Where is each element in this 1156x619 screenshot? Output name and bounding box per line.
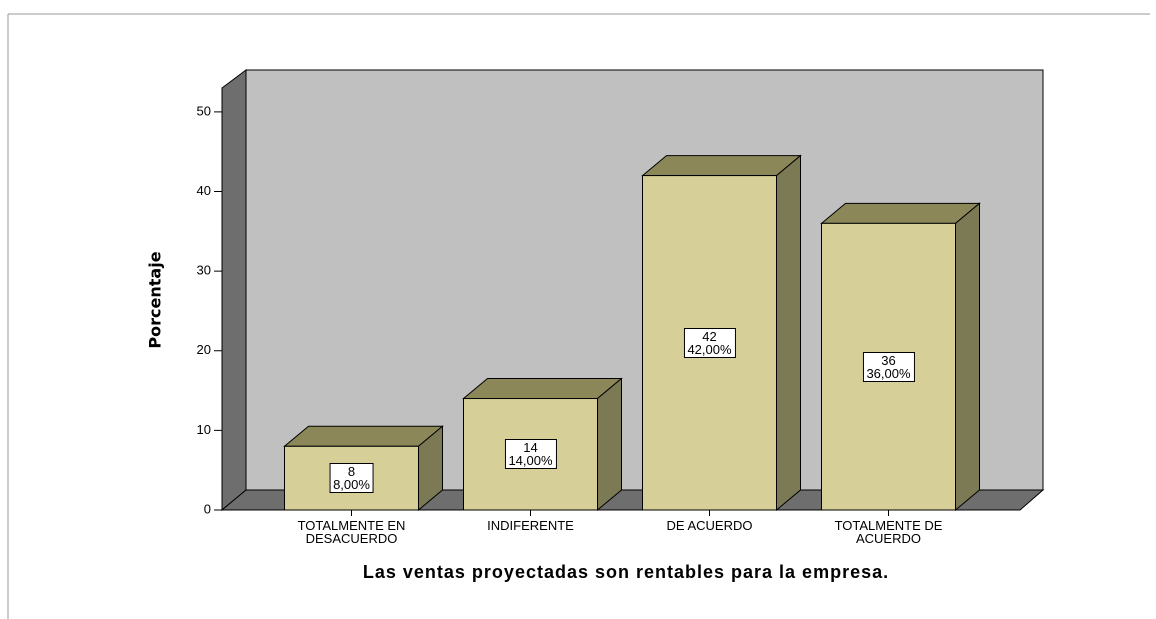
y-tick-label: 20 <box>197 342 211 357</box>
y-tick-label: 50 <box>197 103 211 118</box>
y-tick-label: 0 <box>204 501 211 516</box>
data-label: 8 8,00% <box>329 463 374 494</box>
data-label: 14 14,00% <box>504 439 557 470</box>
y-tick-label: 40 <box>197 183 211 198</box>
x-tick-label: DE ACUERDO <box>666 518 753 533</box>
bar-side <box>955 202 980 512</box>
data-label: 36 36,00% <box>862 351 915 382</box>
y-axis-label: Porcentaje <box>145 251 165 349</box>
x-tick-label: TOTALMENTE EN DESACUERDO <box>297 518 406 546</box>
x-tick-label: TOTALMENTE DE ACUERDO <box>834 518 943 546</box>
y-tick-label: 10 <box>197 422 211 437</box>
bar-top <box>462 378 623 400</box>
left-wall <box>221 69 247 512</box>
data-label: 42 42,00% <box>683 327 736 358</box>
bar-top <box>283 425 444 447</box>
bar-top <box>641 155 802 177</box>
y-tick-label: 30 <box>197 263 211 278</box>
x-tick-label: INDIFERENTE <box>487 518 574 533</box>
bar-side <box>776 154 801 512</box>
bar-side <box>597 377 622 512</box>
x-axis-label: Las ventas proyectadas son rentables par… <box>362 562 890 582</box>
bar-top <box>820 202 981 224</box>
